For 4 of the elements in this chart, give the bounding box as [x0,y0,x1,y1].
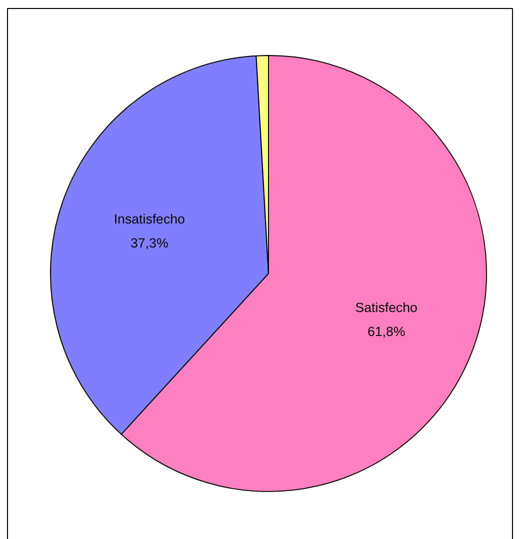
data-label: 61,8% [367,324,406,339]
slice-label: Insatisfecho [114,212,185,227]
slice-label: Satisfecho [355,300,418,315]
data-label: 37,3% [130,236,168,251]
